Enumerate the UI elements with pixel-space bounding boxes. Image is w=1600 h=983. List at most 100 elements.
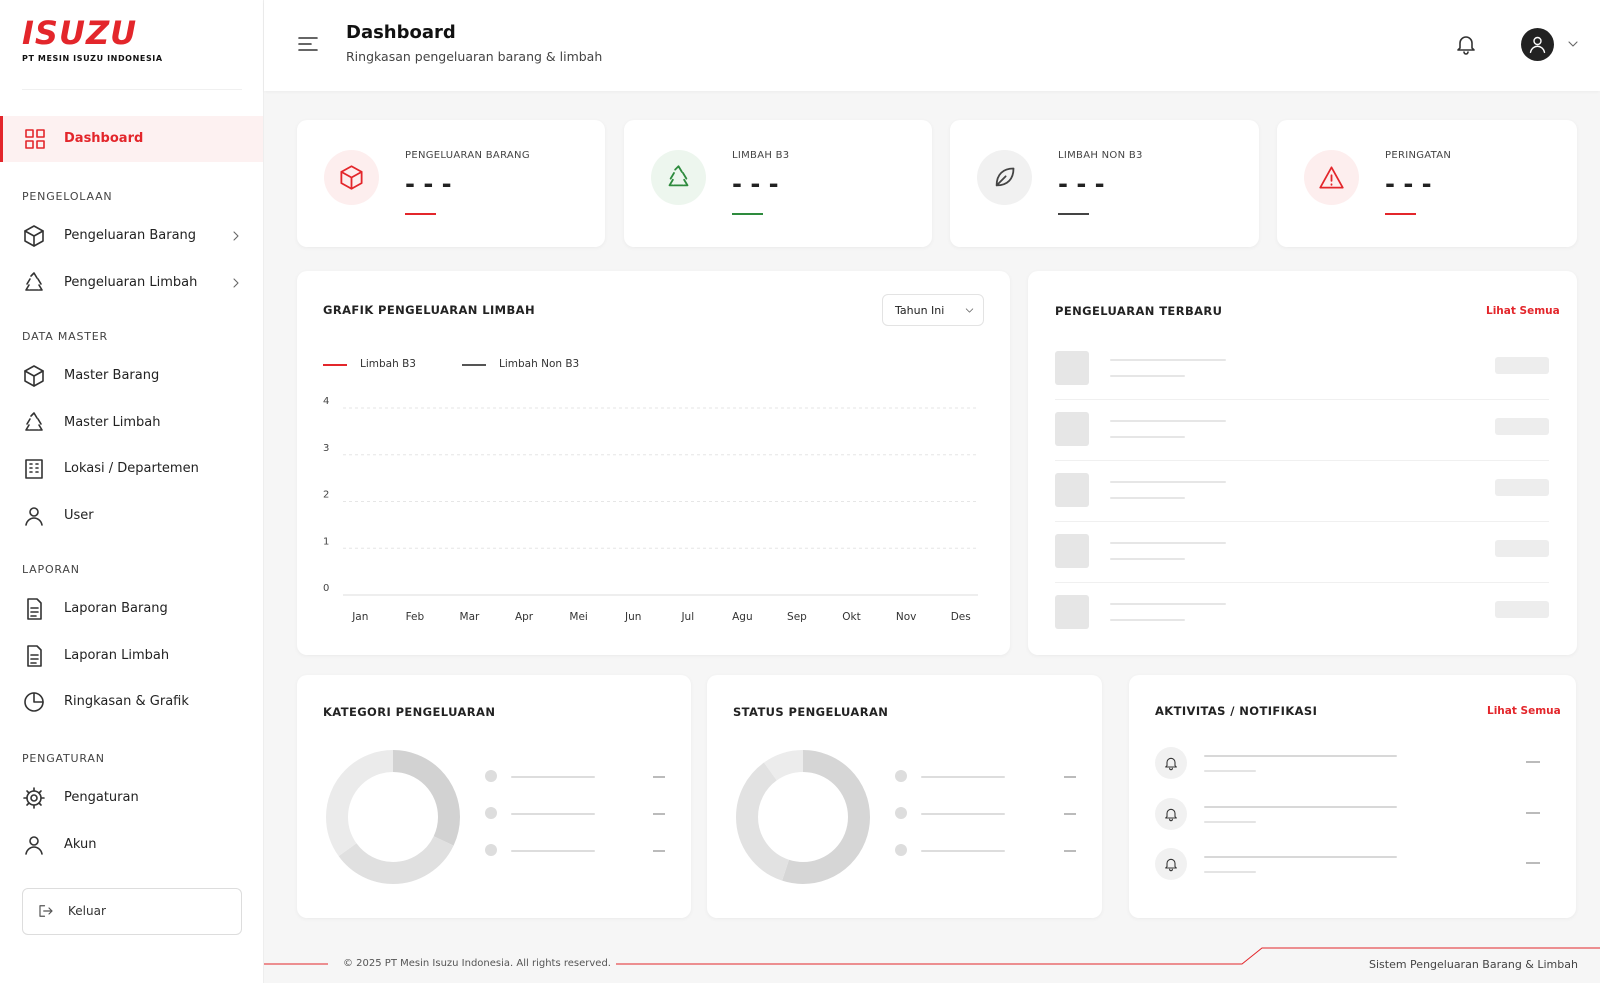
filter-dropdown[interactable]: Tahun Ini [882, 294, 984, 326]
nav-label: Pengaturan [64, 790, 139, 805]
stat-label: LIMBAH B3 [732, 150, 790, 161]
card-title: STATUS PENGELUARAN [733, 705, 889, 719]
skeleton-dash [653, 776, 665, 778]
nav-label: Lokasi / Departemen [64, 461, 199, 476]
skeleton-line [1110, 436, 1185, 438]
icon [24, 692, 44, 712]
legend-label: Limbah B3 [360, 358, 416, 370]
icon-part [1165, 808, 1177, 822]
recent-link[interactable]: Lihat Semua [1486, 305, 1560, 317]
nav-item[interactable]: Akun [0, 822, 263, 868]
row-divider [1055, 399, 1549, 400]
skeleton-line [511, 850, 595, 852]
skeleton-line [1204, 755, 1397, 757]
activity-icon [1155, 747, 1187, 779]
skeleton-line [1204, 821, 1256, 823]
icon [25, 129, 45, 149]
icon-part [25, 271, 43, 291]
icon [24, 225, 44, 247]
icon-part [1568, 41, 1578, 47]
legend-swatch [462, 364, 486, 366]
recent-card: PENGELUARAN TERBARU Lihat Semua [1028, 271, 1577, 655]
stat-accent [1385, 213, 1416, 215]
x-tick-label: Jun [624, 611, 641, 623]
skeleton-dot [895, 807, 907, 819]
skeleton-dot [485, 770, 497, 782]
icon-part [25, 459, 43, 479]
icon [25, 835, 43, 855]
chart: 0 1 2 3 4 Jan Feb Mar Apr Mei Jun Jul Agu Sep Okt Nov De… [323, 396, 978, 623]
skeleton-line [1204, 806, 1397, 808]
icon [1319, 166, 1344, 189]
skeleton-thumb [1055, 534, 1089, 568]
nav-item[interactable]: Pengeluaran Barang [0, 213, 263, 259]
skeleton-dot [485, 844, 497, 856]
donut [736, 750, 870, 884]
nav-item[interactable]: Laporan Limbah [0, 633, 263, 679]
chart-card: GRAFIK PENGELUARAN LIMBAH Tahun Ini Limbah… [297, 271, 1010, 655]
nav-item[interactable]: Pengaturan [0, 775, 263, 821]
x-tick-label: Des [951, 611, 971, 623]
skeleton-dash [1526, 812, 1540, 814]
icon-part [1568, 41, 1578, 47]
icon-part [25, 411, 43, 431]
stat-accent [732, 213, 763, 215]
notification-button[interactable] [1454, 32, 1478, 56]
nav-item[interactable]: Laporan Barang [0, 586, 263, 632]
icon-part [39, 905, 53, 917]
row-divider [1055, 521, 1549, 522]
divider [22, 89, 242, 90]
icon-part [26, 790, 42, 806]
icon-part [233, 277, 239, 288]
skeleton-dot [895, 844, 907, 856]
icon-part [27, 598, 42, 620]
legend-label: Limbah Non B3 [499, 358, 580, 370]
skeleton-line [1204, 856, 1397, 858]
logo: ISUZU [22, 14, 138, 52]
skeleton-badge [1495, 357, 1549, 374]
page-subtitle: Ringkasan pengeluaran barang & limbah [346, 49, 603, 64]
nav-item[interactable]: User [0, 493, 263, 539]
icon-part [36, 140, 45, 149]
skeleton-line [921, 776, 1005, 778]
donut-card: STATUS PENGELUARAN [707, 675, 1102, 918]
activity-link[interactable]: Lihat Semua [1487, 705, 1561, 717]
skeleton-line [511, 813, 595, 815]
skeleton-thumb [1055, 412, 1089, 446]
logout-button[interactable]: Keluar [22, 888, 242, 935]
icon [1165, 808, 1177, 822]
activity-card: AKTIVITAS / NOTIFIKASI Lihat Semua [1129, 675, 1576, 918]
chevron [233, 277, 239, 288]
skeleton-dash [1526, 761, 1540, 763]
section-title: LAPORAN [22, 563, 80, 576]
nav-item[interactable]: Master Barang [0, 353, 263, 399]
menu-button[interactable] [296, 32, 320, 56]
filter-label: Tahun Ini [895, 304, 945, 317]
icon [25, 506, 43, 526]
nav-item[interactable]: Pengeluaran Limbah [0, 260, 263, 306]
nav-item-active[interactable]: Dashboard [0, 116, 263, 162]
skeleton-thumb [1055, 351, 1089, 385]
stat-card: PERINGATAN - - - [1277, 120, 1577, 247]
footer-line [264, 947, 1600, 965]
activity-icon [1155, 798, 1187, 830]
skeleton-line [1110, 359, 1226, 361]
skeleton-line [1110, 603, 1226, 605]
skeleton-line [1204, 770, 1256, 772]
icon-part [25, 140, 34, 149]
icon-part [1457, 36, 1475, 51]
y-tick-label: 1 [323, 536, 329, 547]
stat-card: LIMBAH NON B3 - - - [950, 120, 1259, 247]
nav-item[interactable]: Lokasi / Departemen [0, 446, 263, 492]
nav-item[interactable]: Master Limbah [0, 400, 263, 446]
icon-part [233, 277, 239, 288]
x-tick-label: Sep [787, 611, 807, 623]
chevron [1568, 41, 1578, 47]
skeleton-badge [1495, 540, 1549, 557]
nav-item[interactable]: Ringkasan & Grafik [0, 679, 263, 725]
icon [25, 411, 43, 431]
icon-part [233, 231, 239, 241]
skeleton-line [921, 813, 1005, 815]
stat-icon [977, 150, 1032, 205]
avatar[interactable] [1521, 28, 1554, 61]
